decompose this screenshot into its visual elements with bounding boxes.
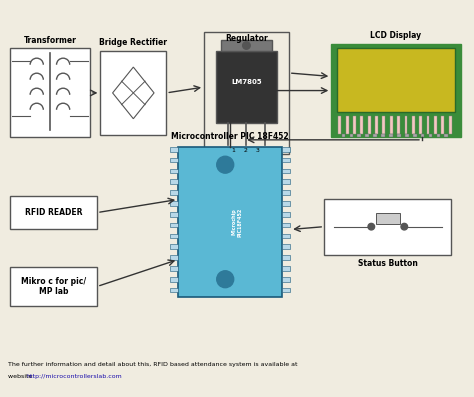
FancyBboxPatch shape xyxy=(282,266,290,271)
Text: Transformer: Transformer xyxy=(24,36,76,45)
FancyBboxPatch shape xyxy=(324,198,451,255)
Circle shape xyxy=(368,224,374,230)
FancyBboxPatch shape xyxy=(357,134,361,137)
FancyBboxPatch shape xyxy=(397,116,400,134)
FancyBboxPatch shape xyxy=(10,48,90,137)
Text: Status Button: Status Button xyxy=(358,258,418,268)
FancyBboxPatch shape xyxy=(449,116,452,134)
FancyBboxPatch shape xyxy=(170,288,178,292)
FancyBboxPatch shape xyxy=(353,116,356,134)
FancyBboxPatch shape xyxy=(346,116,348,134)
FancyBboxPatch shape xyxy=(405,134,409,137)
FancyBboxPatch shape xyxy=(170,212,178,216)
FancyBboxPatch shape xyxy=(434,116,437,134)
FancyBboxPatch shape xyxy=(100,51,166,135)
FancyBboxPatch shape xyxy=(10,266,97,306)
Text: Bridge Rectifier: Bridge Rectifier xyxy=(100,39,167,47)
FancyBboxPatch shape xyxy=(170,190,178,195)
Text: Regulator: Regulator xyxy=(225,34,268,43)
FancyBboxPatch shape xyxy=(337,48,455,112)
Text: Microcontroller PIC 18F452: Microcontroller PIC 18F452 xyxy=(171,132,289,141)
FancyBboxPatch shape xyxy=(383,116,385,134)
FancyBboxPatch shape xyxy=(427,116,429,134)
Text: website: website xyxy=(9,374,35,380)
FancyBboxPatch shape xyxy=(376,212,400,224)
FancyBboxPatch shape xyxy=(170,201,178,206)
FancyBboxPatch shape xyxy=(381,134,385,137)
FancyBboxPatch shape xyxy=(170,158,178,162)
FancyBboxPatch shape xyxy=(282,158,290,162)
Text: Mikro c for pic/
MP lab: Mikro c for pic/ MP lab xyxy=(21,277,86,296)
FancyBboxPatch shape xyxy=(282,169,290,173)
FancyBboxPatch shape xyxy=(170,169,178,173)
FancyBboxPatch shape xyxy=(282,244,290,249)
Text: RFID READER: RFID READER xyxy=(25,208,82,217)
FancyBboxPatch shape xyxy=(282,233,290,238)
FancyBboxPatch shape xyxy=(170,223,178,227)
FancyBboxPatch shape xyxy=(282,288,290,292)
Circle shape xyxy=(217,156,234,173)
FancyBboxPatch shape xyxy=(170,277,178,281)
FancyBboxPatch shape xyxy=(170,266,178,271)
FancyBboxPatch shape xyxy=(373,134,377,137)
FancyBboxPatch shape xyxy=(428,134,432,137)
FancyBboxPatch shape xyxy=(338,116,341,134)
FancyBboxPatch shape xyxy=(170,179,178,184)
FancyBboxPatch shape xyxy=(220,40,273,51)
FancyBboxPatch shape xyxy=(170,255,178,260)
FancyBboxPatch shape xyxy=(405,116,408,134)
FancyBboxPatch shape xyxy=(390,116,392,134)
FancyBboxPatch shape xyxy=(413,134,417,137)
Circle shape xyxy=(243,42,250,49)
FancyBboxPatch shape xyxy=(441,116,444,134)
FancyBboxPatch shape xyxy=(170,147,178,152)
FancyBboxPatch shape xyxy=(342,134,346,137)
FancyBboxPatch shape xyxy=(419,116,422,134)
Text: LCD Display: LCD Display xyxy=(371,31,421,40)
FancyBboxPatch shape xyxy=(368,116,371,134)
FancyBboxPatch shape xyxy=(437,134,440,137)
Text: LM7805: LM7805 xyxy=(231,79,262,85)
Text: The further information and detail about this, RFID based attendance system is a: The further information and detail about… xyxy=(9,362,298,367)
FancyBboxPatch shape xyxy=(375,116,378,134)
FancyBboxPatch shape xyxy=(282,212,290,216)
Circle shape xyxy=(401,224,408,230)
FancyBboxPatch shape xyxy=(365,134,369,137)
FancyBboxPatch shape xyxy=(282,277,290,281)
FancyBboxPatch shape xyxy=(282,190,290,195)
FancyBboxPatch shape xyxy=(216,51,277,123)
FancyBboxPatch shape xyxy=(445,134,448,137)
FancyBboxPatch shape xyxy=(349,134,353,137)
FancyBboxPatch shape xyxy=(178,147,282,297)
FancyBboxPatch shape xyxy=(282,223,290,227)
FancyBboxPatch shape xyxy=(360,116,363,134)
Text: 1    2    3: 1 2 3 xyxy=(232,148,260,153)
FancyBboxPatch shape xyxy=(412,116,415,134)
Text: http://microcontrollerslab.com: http://microcontrollerslab.com xyxy=(27,374,123,380)
FancyBboxPatch shape xyxy=(170,233,178,238)
Circle shape xyxy=(217,271,234,288)
FancyBboxPatch shape xyxy=(282,255,290,260)
FancyBboxPatch shape xyxy=(397,134,401,137)
FancyBboxPatch shape xyxy=(421,134,425,137)
FancyBboxPatch shape xyxy=(331,44,461,137)
Text: Microchip
PIC18F452: Microchip PIC18F452 xyxy=(232,207,242,237)
FancyBboxPatch shape xyxy=(389,134,393,137)
FancyBboxPatch shape xyxy=(10,196,97,229)
FancyBboxPatch shape xyxy=(170,244,178,249)
FancyBboxPatch shape xyxy=(282,179,290,184)
FancyBboxPatch shape xyxy=(282,147,290,152)
FancyBboxPatch shape xyxy=(282,201,290,206)
